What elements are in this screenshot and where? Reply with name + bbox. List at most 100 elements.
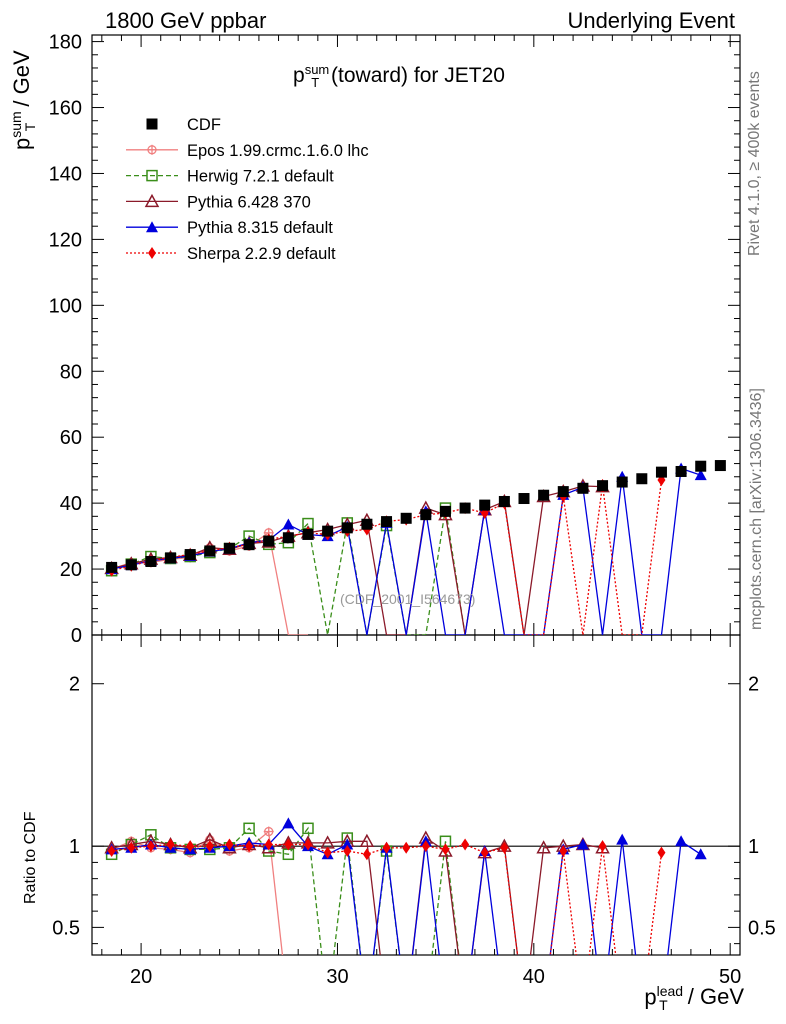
x-tick-label: 50: [719, 966, 741, 988]
y-tick-label: 160: [49, 98, 82, 120]
data-point: [400, 512, 412, 524]
data-point: [577, 482, 589, 494]
ratio-axis-title: Ratio to CDF: [22, 811, 39, 904]
ratio-point: [323, 846, 332, 859]
data-point: [616, 476, 628, 488]
data-point: [223, 542, 235, 554]
legend-item: CDF: [146, 116, 221, 134]
ratio-point: [263, 826, 274, 837]
ratio-point: [675, 835, 688, 847]
rivet-label: Rivet 4.1.0, ≥ 400k events: [746, 71, 763, 256]
ratio-point: [282, 817, 295, 829]
ratio-frame: [91, 634, 741, 956]
data-point: [322, 525, 334, 537]
y-tick-label: 180: [49, 32, 82, 54]
ratio-point: [107, 845, 116, 858]
series-pythia-8-315-default: [105, 462, 707, 635]
plot-title-sub: T: [311, 75, 320, 91]
ratio-point: [402, 841, 411, 854]
data-point: [459, 502, 471, 514]
y-tick-label: 140: [49, 163, 82, 185]
y-axis-sub: T: [21, 122, 38, 132]
plot-title-sup: sum: [304, 62, 330, 77]
x-axis-title: pleadT / GeV: [644, 983, 744, 1013]
data-point: [439, 505, 451, 517]
data-point: [125, 559, 137, 571]
data-point: [341, 522, 353, 534]
ratio-tick-label-right: 2: [748, 674, 759, 696]
plot-title-p: p: [293, 64, 305, 87]
data-point: [557, 486, 569, 498]
legend-item: Epos 1.99.crmc.1.6.0 lhc: [126, 142, 369, 160]
plot-title: psumT (toward) for JET20: [293, 62, 505, 90]
legend-label: Pythia 8.315 default: [187, 219, 333, 237]
data-point: [479, 499, 491, 511]
ratio-point: [359, 833, 375, 848]
ratio-tick-label-right: 0.5: [748, 917, 776, 939]
ratio-point: [362, 848, 371, 861]
ratio-point: [205, 840, 214, 853]
ratio-point: [146, 840, 155, 853]
ratio-line-sherpa-2-2-9-default: [111, 843, 663, 955]
data-point: [381, 516, 393, 528]
ratio-point: [480, 846, 489, 859]
ratio-point: [694, 848, 707, 860]
data-point: [498, 495, 510, 507]
ratio-series-herwig-7-2-1-default: [105, 822, 460, 955]
legend-label: Pythia 6.428 370: [187, 193, 311, 211]
y-axis-p: p: [9, 137, 35, 150]
legend-item: Pythia 8.315 default: [126, 219, 333, 237]
ratio-point: [461, 838, 470, 851]
ratio-point: [536, 840, 551, 854]
data-point: [361, 518, 373, 530]
x-tick-label: 30: [326, 966, 348, 988]
ratio-point: [616, 833, 629, 845]
data-point: [714, 460, 726, 472]
data-point: [597, 480, 609, 492]
ratio-point: [559, 845, 568, 858]
ratio-point: [127, 841, 136, 854]
legend-label: Herwig 7.2.1 default: [187, 168, 334, 186]
data-point: [165, 552, 177, 564]
y-tick-label: 40: [60, 493, 82, 515]
ratio-point: [382, 841, 391, 854]
legend-label: CDF: [187, 116, 221, 134]
y-tick-label: 60: [60, 427, 82, 449]
x-axis-p: p: [644, 984, 657, 1010]
y-axis-unit: / GeV: [9, 50, 35, 113]
x-tick-label: 40: [523, 966, 545, 988]
header-left: 1800 GeV ppbar: [105, 8, 267, 33]
data-point: [145, 555, 157, 567]
y-tick-label: 80: [60, 361, 82, 383]
ratio-line-herwig-7-2-1-default: [111, 826, 460, 955]
header-right: Underlying Event: [567, 8, 735, 33]
ratio-point: [302, 822, 314, 835]
ratio-point: [441, 843, 450, 856]
data-point: [695, 460, 707, 472]
ratio-point: [576, 838, 589, 850]
ratio-tick-label: 1: [69, 836, 80, 858]
ratio-tick-label: 2: [69, 674, 80, 696]
x-tick-label: 20: [130, 966, 152, 988]
data-point: [518, 493, 530, 505]
data-point: [675, 465, 687, 477]
y-tick-label: 100: [49, 295, 82, 317]
data-point: [282, 532, 294, 544]
data-point: [636, 473, 648, 485]
legend-item: Herwig 7.2.1 default: [126, 168, 334, 186]
x-axis-sup: lead: [656, 983, 684, 999]
legend-label: Epos 1.99.crmc.1.6.0 lhc: [187, 142, 369, 160]
ratio-point: [166, 838, 175, 851]
data-point: [420, 509, 432, 521]
ratio-point: [657, 846, 666, 859]
x-axis-unit: / GeV: [681, 984, 744, 1010]
legend-item: Sherpa 2.2.9 default: [126, 245, 336, 263]
data-point: [184, 549, 196, 561]
ratio-tick-label-right: 1: [748, 836, 759, 858]
ratio-point: [304, 838, 312, 851]
series-cdf: [106, 460, 726, 573]
data-point: [694, 469, 707, 481]
legend-marker: [147, 144, 157, 155]
data-point: [538, 489, 550, 501]
